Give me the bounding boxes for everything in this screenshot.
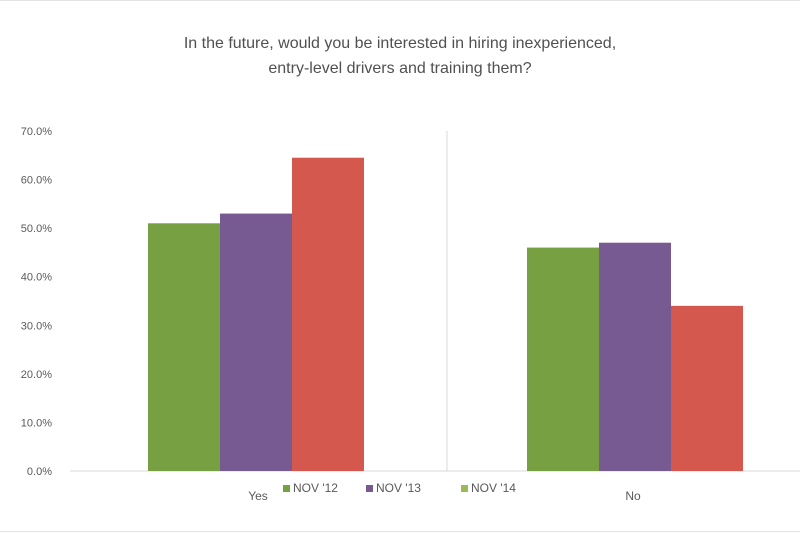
bar [527,247,599,471]
y-tick-label: 20.0% [21,369,52,381]
legend-swatch [461,485,468,492]
legend-label: NOV '13 [376,481,421,495]
legend-swatch [283,485,290,492]
bar [599,242,671,471]
chart-title-line-1: In the future, would you be interested i… [183,35,617,52]
bar [148,223,220,471]
y-tick-label: 0.0% [27,466,52,478]
chart-title: In the future, would you be interested i… [0,31,800,81]
y-tick-label: 40.0% [21,272,52,284]
legend-swatch [366,485,373,492]
y-tick-label: 30.0% [21,320,52,332]
y-tick-label: 70.0% [21,126,52,138]
y-tick-label: 60.0% [21,175,52,187]
legend-label: NOV '12 [293,481,338,495]
y-tick-label: 10.0% [21,417,52,429]
bar [292,157,364,471]
bar [671,305,743,471]
legend-label: NOV '14 [471,481,516,495]
x-category-label: Yes [248,489,268,503]
x-category-label: No [625,489,641,503]
y-tick-label: 50.0% [21,223,52,235]
chart-title-line-2: entry-level drivers and training them? [268,60,532,77]
bar [220,213,292,472]
